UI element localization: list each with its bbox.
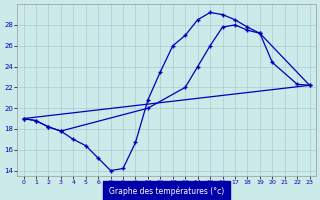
X-axis label: Graphe des températures (°c): Graphe des températures (°c) [109, 186, 224, 196]
